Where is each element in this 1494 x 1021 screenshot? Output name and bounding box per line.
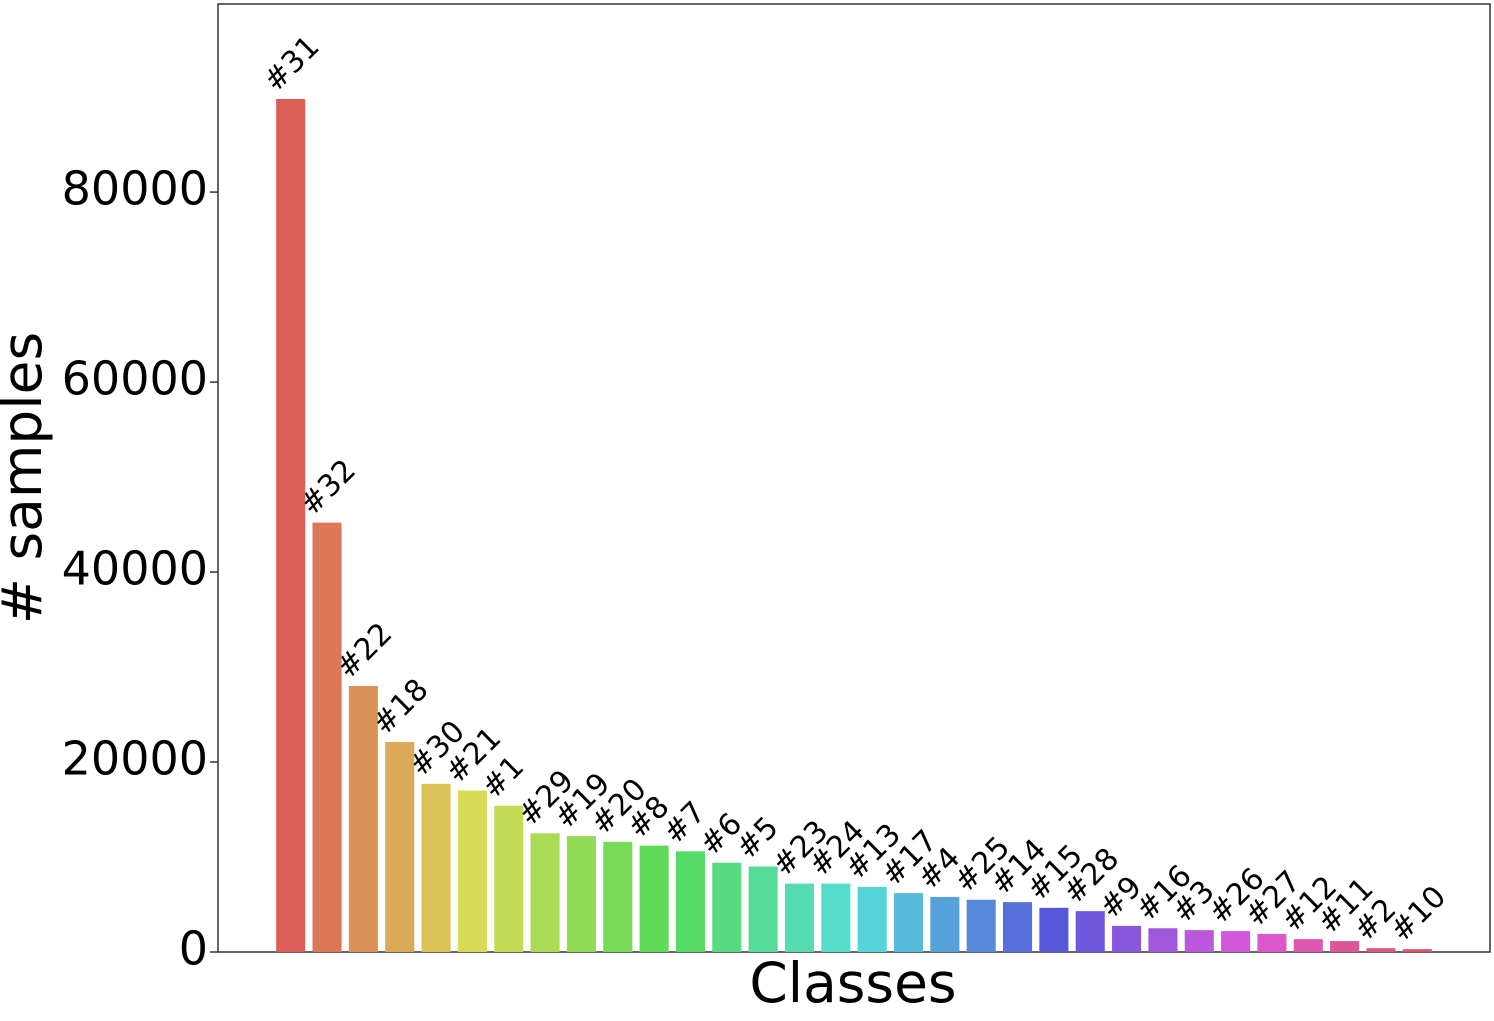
bar — [712, 862, 742, 952]
bar — [1257, 933, 1287, 952]
bar — [748, 866, 778, 952]
bar — [348, 686, 378, 952]
bar — [421, 783, 451, 952]
bar — [784, 883, 815, 952]
bar — [857, 886, 887, 952]
bar — [494, 805, 524, 952]
bar — [1148, 928, 1178, 952]
bar — [1293, 939, 1323, 952]
plot-frame — [217, 3, 1491, 953]
y-axis-label: # samples — [0, 332, 54, 624]
bar — [930, 896, 960, 952]
bar — [312, 522, 342, 952]
y-tick-label: 60000 — [62, 352, 208, 406]
x-axis-label: Classes — [749, 951, 956, 1015]
y-tick-label: 20000 — [62, 732, 208, 786]
bar — [1039, 907, 1069, 952]
bar-class-label: #10 — [1384, 879, 1454, 949]
bar — [1075, 911, 1105, 952]
bar — [1330, 941, 1360, 952]
bar — [966, 899, 996, 952]
bar — [1003, 902, 1033, 952]
y-tick-label: 0 — [179, 922, 208, 976]
bar — [566, 836, 596, 952]
bar — [821, 883, 851, 952]
bar — [893, 893, 924, 952]
bar — [1112, 925, 1142, 952]
bar — [457, 790, 487, 952]
bar — [1366, 948, 1396, 952]
bar — [385, 742, 415, 952]
bar-class-label: #31 — [257, 29, 327, 99]
bar — [1221, 931, 1251, 952]
bar — [1402, 949, 1432, 952]
bar — [675, 851, 705, 952]
y-tick-label: 40000 — [62, 542, 208, 596]
y-tick-label: 80000 — [62, 162, 208, 216]
bar — [1184, 930, 1214, 952]
bar — [530, 833, 560, 952]
bar — [276, 98, 306, 952]
bar — [603, 841, 633, 952]
bar — [639, 845, 669, 952]
